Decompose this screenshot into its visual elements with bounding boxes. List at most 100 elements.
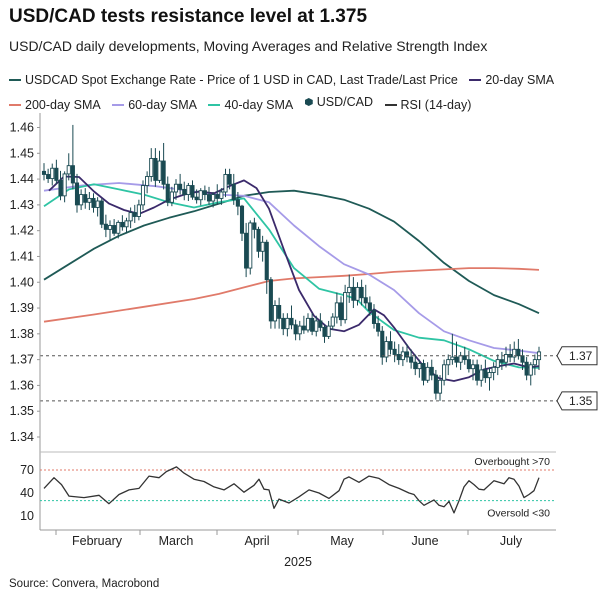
candle-body: [503, 354, 509, 363]
candle-body: [409, 356, 414, 363]
candle-body: [95, 200, 100, 208]
candle-body: [62, 173, 67, 197]
legend-swatch-sma20: [469, 79, 482, 81]
candle-body: [202, 190, 207, 196]
candle-body: [285, 317, 290, 330]
series-line-0: [43, 189, 540, 315]
price-tick-label: 1.35: [10, 404, 34, 418]
candle-body: [256, 228, 261, 252]
x-year-label: 2025: [284, 555, 312, 569]
candle-body: [186, 185, 191, 196]
candle-body: [46, 173, 51, 180]
candle-body: [107, 225, 113, 230]
legend-item-rsi: RSI (14-day): [384, 94, 471, 116]
x-tick-label: July: [500, 534, 523, 548]
candle-body: [293, 324, 298, 335]
candle-body: [524, 361, 529, 376]
candle-body: [454, 356, 459, 363]
chart-legend: USDCAD Spot Exchange Rate - Price of 1 U…: [9, 66, 601, 116]
candle-body: [305, 317, 311, 331]
price-tick-label: 1.39: [10, 301, 34, 315]
candle-body: [491, 366, 496, 373]
candle-body: [330, 316, 335, 327]
candle-body: [277, 305, 282, 319]
rsi-tick-label: 70: [20, 463, 34, 477]
candle-body: [248, 222, 253, 269]
legend-label-candles: USD/CAD: [316, 95, 374, 109]
candle-body: [532, 359, 537, 366]
candle-body: [392, 348, 397, 355]
candle-body: [66, 165, 71, 175]
candle-symbol-icon: [304, 98, 313, 106]
candle-body: [132, 212, 137, 217]
candle-body: [54, 167, 59, 181]
price-tick-label: 1.43: [10, 198, 34, 212]
legend-label-spot: USDCAD Spot Exchange Rate - Price of 1 U…: [25, 73, 458, 87]
candle-body: [458, 355, 463, 363]
candle-body: [425, 366, 430, 381]
candle-body: [219, 191, 224, 199]
candle-body: [479, 369, 484, 381]
candle-body: [252, 222, 257, 230]
candle-body: [351, 286, 356, 301]
legend-swatch-rsi: [384, 104, 397, 106]
candle-body: [223, 173, 228, 193]
rsi-band-label-1: Oversold <30: [487, 508, 550, 520]
candle-body: [124, 220, 129, 228]
candle-body: [446, 359, 451, 366]
candle-body: [116, 221, 121, 234]
candle-body: [182, 188, 187, 196]
legend-swatch-sma40: [208, 104, 221, 106]
price-tick-label: 1.40: [10, 275, 34, 289]
chart-subtitle: USD/CAD daily developments, Moving Avera…: [9, 38, 488, 54]
candle-body: [281, 317, 286, 330]
candle-body: [384, 341, 389, 358]
candle-body: [314, 320, 319, 332]
candle-body: [178, 183, 183, 190]
x-tick-label: May: [330, 534, 354, 548]
candle-body: [264, 241, 269, 281]
legend-item-sma60: 60-day SMA: [112, 94, 197, 116]
candle-body: [466, 359, 471, 370]
candle-body: [215, 194, 220, 199]
legend-swatch-sma60: [112, 104, 125, 106]
rsi-tick-label: 10: [20, 509, 34, 523]
candle-body: [239, 205, 245, 234]
candle-body: [483, 369, 488, 379]
candle-body: [343, 292, 348, 321]
candle-body: [470, 364, 476, 370]
candle-body: [326, 325, 331, 337]
legend-item-spot: USDCAD Spot Exchange Rate - Price of 1 U…: [9, 69, 458, 91]
candle-body: [198, 190, 203, 201]
price-tick-label: 1.41: [10, 249, 34, 263]
candle-body: [91, 197, 96, 208]
price-tick-label: 1.37: [10, 353, 34, 367]
candle-body: [169, 191, 174, 203]
candle-body: [74, 182, 80, 206]
candle-body: [235, 199, 240, 207]
rsi-line: [43, 466, 540, 514]
source-note: Source: Convera, Macrobond: [9, 578, 160, 590]
legend-item-sma40: 40-day SMA: [208, 94, 293, 116]
candle-body: [516, 348, 521, 357]
candle-body: [211, 194, 216, 202]
price-tick-label: 1.46: [10, 121, 34, 135]
x-tick-label: March: [159, 534, 194, 548]
candle-body: [136, 204, 141, 217]
candle-body: [462, 355, 467, 361]
legend-swatch-sma200: [9, 104, 21, 106]
candle-body: [161, 160, 166, 185]
candle-body: [173, 183, 179, 193]
candle-body: [318, 320, 323, 328]
candle-body: [120, 221, 125, 228]
candle-body: [338, 302, 344, 321]
level-callout-0: [556, 346, 598, 366]
level-callout-1: [556, 391, 598, 411]
candle-body: [190, 185, 195, 198]
candle-body: [140, 185, 146, 206]
candle-body: [437, 379, 443, 394]
series-line-1: [43, 267, 540, 323]
chart-title: USD/CAD tests resistance level at 1.375: [9, 6, 368, 27]
series-line-3: [43, 183, 540, 369]
